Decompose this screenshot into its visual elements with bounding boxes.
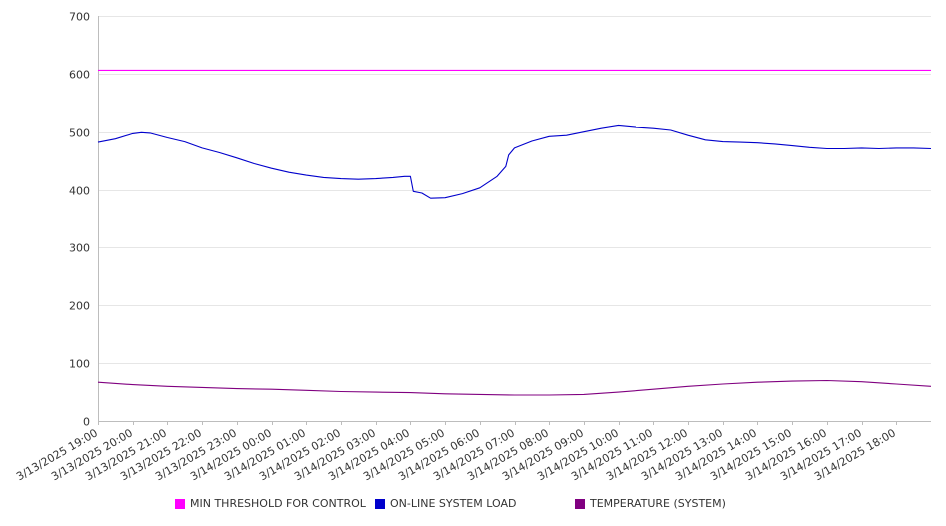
y-tick-label: 700 (69, 11, 90, 24)
legend: MIN THRESHOLD FOR CONTROL ON-LINE SYSTEM… (0, 497, 946, 515)
axes (98, 16, 931, 425)
grid-lines (98, 16, 931, 422)
legend-swatch (375, 498, 385, 509)
legend-swatch (175, 498, 185, 509)
legend-item-min-threshold: MIN THRESHOLD FOR CONTROL (175, 497, 366, 510)
series-line-2 (97, 379, 932, 396)
y-tick-labels: 0 100 200 300 400 500 600 700 (69, 11, 90, 429)
y-tick-label: 200 (69, 300, 90, 313)
legend-label: ON-LINE SYSTEM LOAD (390, 497, 517, 510)
legend-label: MIN THRESHOLD FOR CONTROL (190, 497, 366, 510)
y-tick-label: 500 (69, 127, 90, 140)
y-tick-label: 300 (69, 242, 90, 255)
legend-item-temperature: TEMPERATURE (SYSTEM) (575, 497, 726, 510)
y-tick-label: 600 (69, 69, 90, 82)
legend-swatch (575, 498, 585, 509)
y-tick-label: 0 (83, 416, 90, 429)
legend-item-system-load: ON-LINE SYSTEM LOAD (375, 497, 516, 510)
y-tick-label: 100 (69, 358, 90, 371)
legend-label: TEMPERATURE (SYSTEM) (590, 497, 726, 510)
x-tick-labels: 3/13/2025 19:003/13/2025 20:003/13/2025 … (14, 426, 898, 483)
series-lines (97, 69, 932, 396)
series-line-1 (97, 124, 932, 199)
y-tick-label: 400 (69, 185, 90, 198)
